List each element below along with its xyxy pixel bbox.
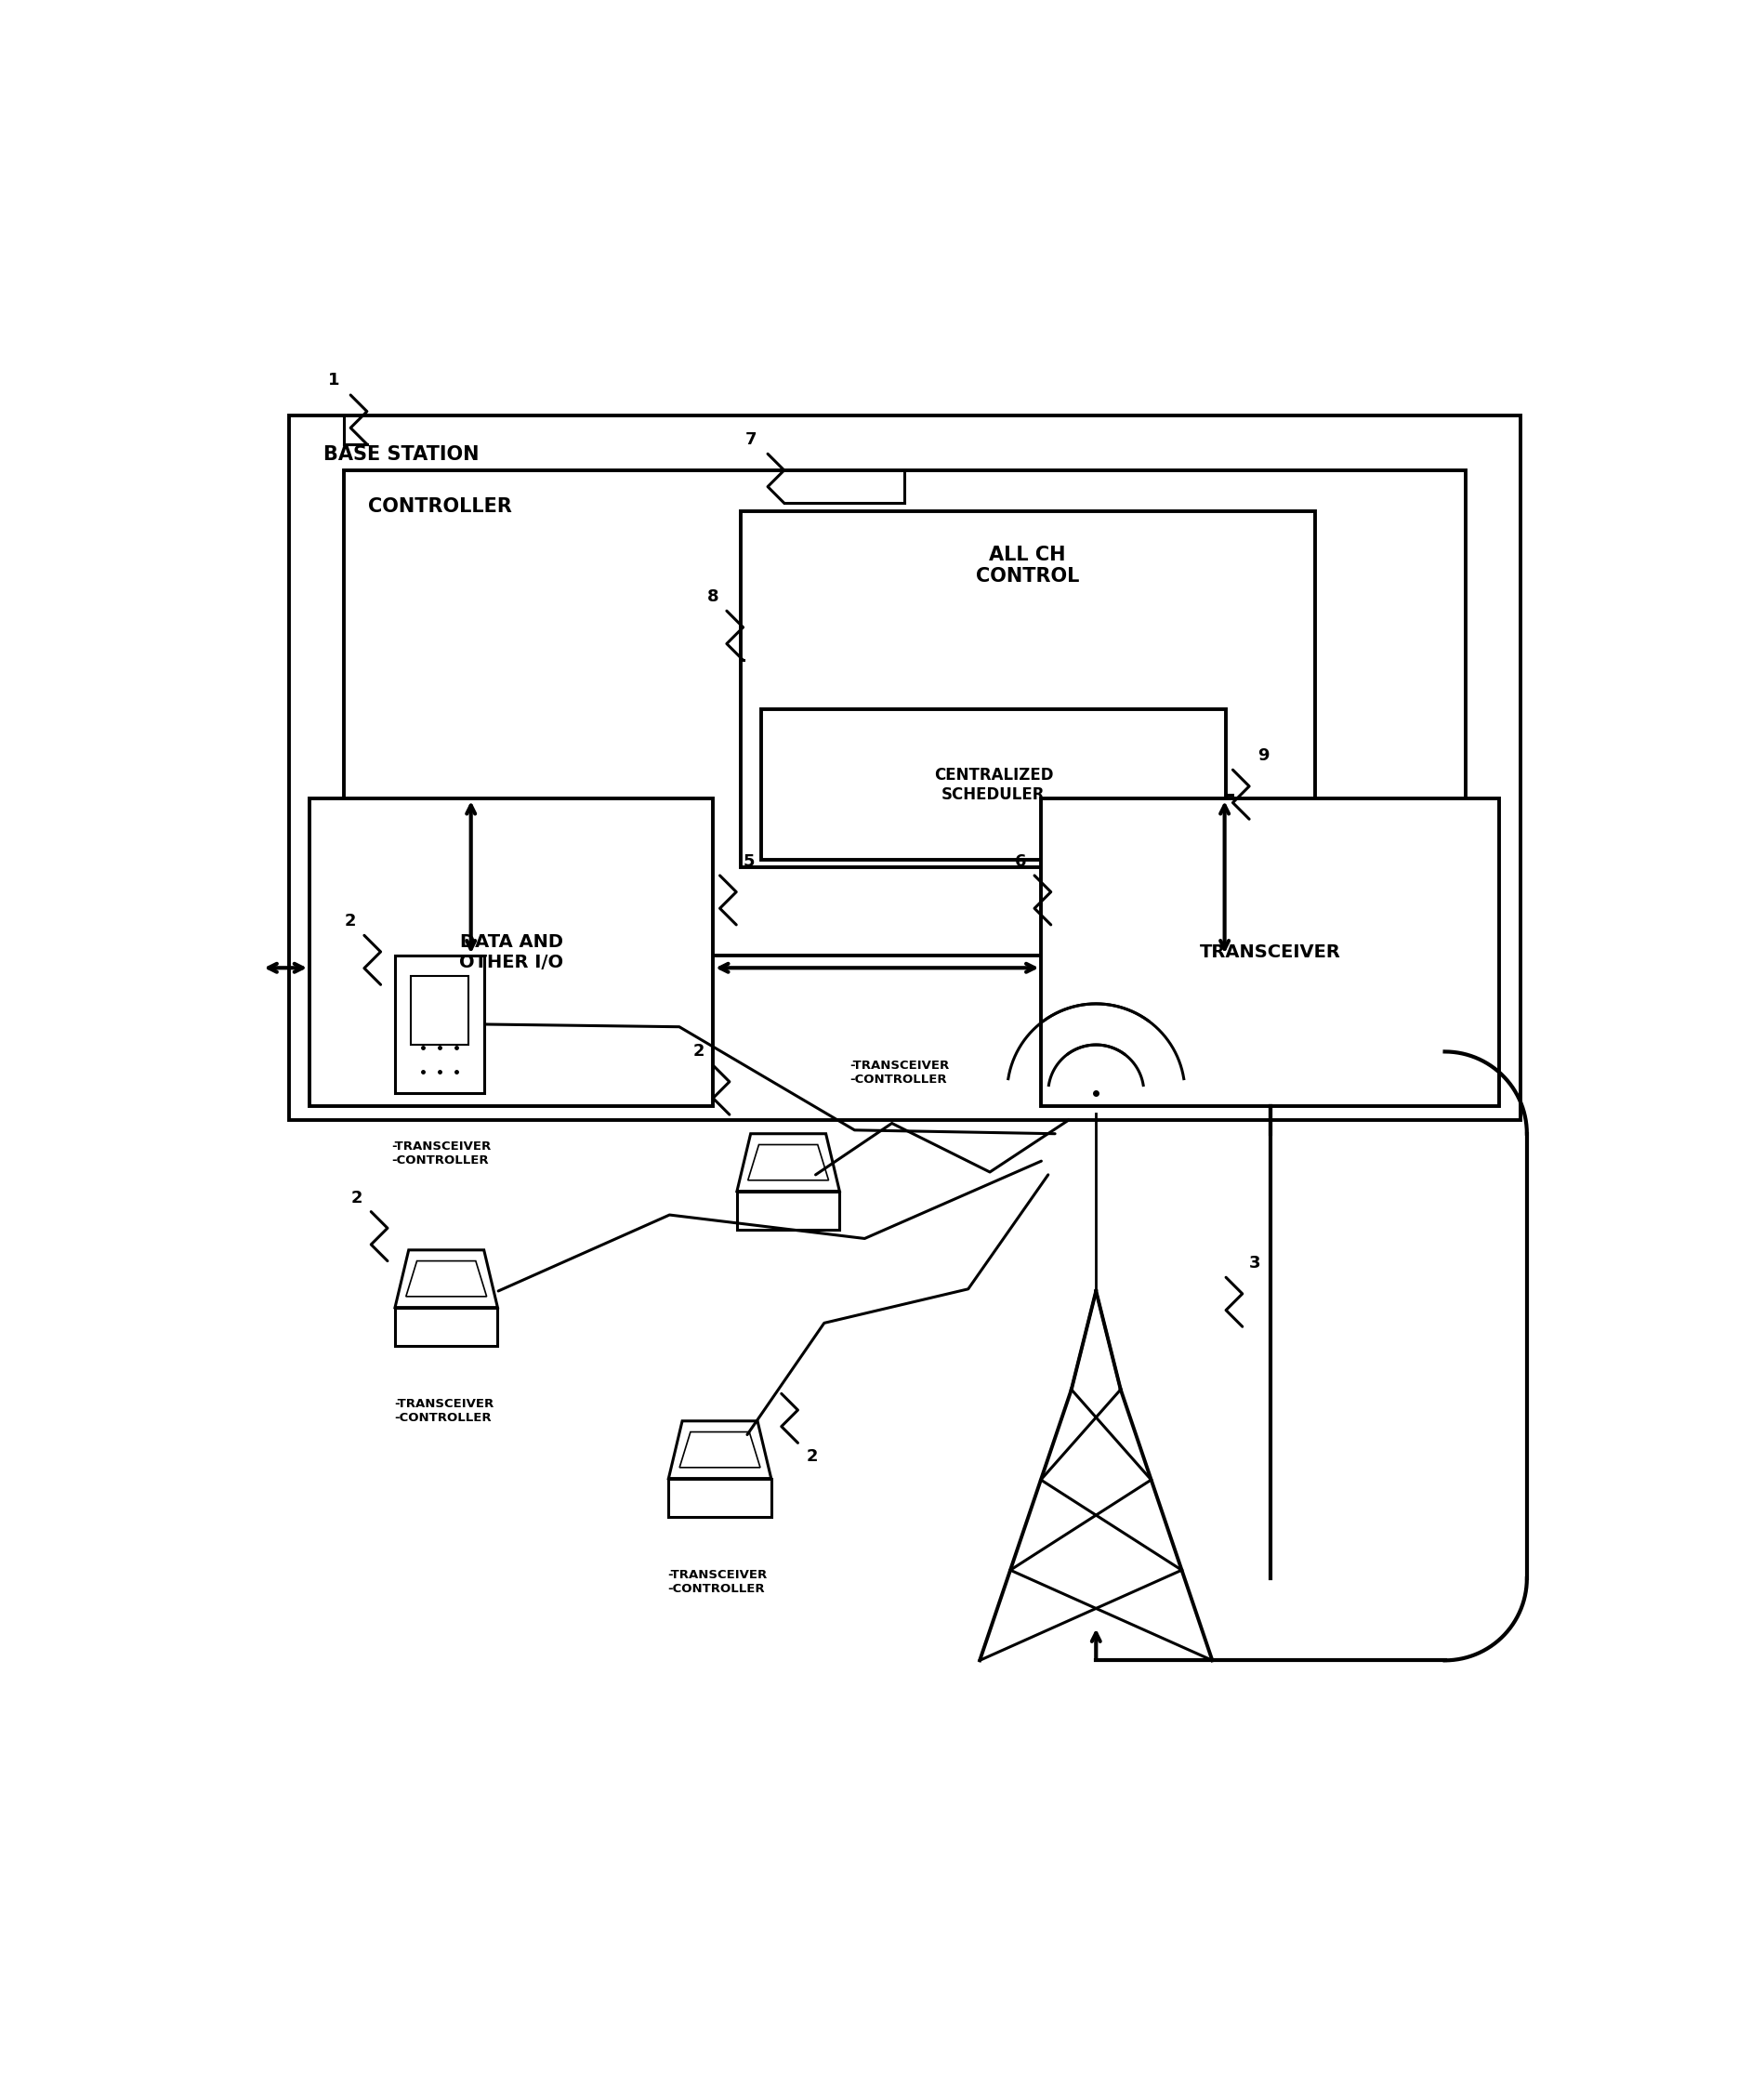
Text: 3: 3: [1249, 1256, 1259, 1272]
Bar: [669, 1478, 771, 1518]
Text: 2: 2: [344, 914, 356, 931]
Text: 6: 6: [1014, 853, 1025, 870]
Bar: [1041, 799, 1499, 1107]
Text: 5: 5: [743, 853, 755, 870]
Text: -TRANSCEIVER
-CONTROLLER: -TRANSCEIVER -CONTROLLER: [393, 1398, 494, 1423]
Text: 1: 1: [328, 371, 339, 388]
Bar: [395, 956, 483, 1092]
Text: TRANSCEIVER: TRANSCEIVER: [1200, 943, 1341, 962]
Bar: [344, 470, 1464, 956]
Text: 2: 2: [693, 1044, 704, 1061]
Text: CENTRALIZED
SCHEDULER: CENTRALIZED SCHEDULER: [933, 767, 1053, 803]
Text: -TRANSCEIVER
-CONTROLLER: -TRANSCEIVER -CONTROLLER: [392, 1140, 490, 1167]
Bar: [411, 977, 467, 1044]
Text: 7: 7: [744, 432, 757, 449]
Bar: [760, 711, 1226, 859]
Text: -TRANSCEIVER
-CONTROLLER: -TRANSCEIVER -CONTROLLER: [850, 1061, 949, 1086]
Text: ALL CH
CONTROL: ALL CH CONTROL: [975, 545, 1080, 585]
Text: -TRANSCEIVER
-CONTROLLER: -TRANSCEIVER -CONTROLLER: [667, 1568, 767, 1595]
Text: 2: 2: [351, 1191, 363, 1205]
Text: 8: 8: [706, 589, 718, 606]
Bar: [737, 1191, 840, 1230]
Text: CONTROLLER: CONTROLLER: [369, 497, 512, 516]
Polygon shape: [737, 1134, 840, 1191]
Polygon shape: [406, 1262, 487, 1297]
Text: 2: 2: [806, 1448, 817, 1465]
Text: BASE STATION: BASE STATION: [323, 446, 478, 463]
Bar: [309, 799, 713, 1107]
Bar: [289, 415, 1519, 1119]
Polygon shape: [669, 1421, 771, 1478]
Polygon shape: [748, 1144, 827, 1180]
Bar: [741, 511, 1314, 868]
Bar: [395, 1308, 497, 1346]
Text: DATA AND
OTHER I/O: DATA AND OTHER I/O: [459, 933, 563, 973]
Text: 9: 9: [1256, 748, 1268, 765]
Polygon shape: [679, 1432, 760, 1467]
Polygon shape: [395, 1249, 497, 1308]
